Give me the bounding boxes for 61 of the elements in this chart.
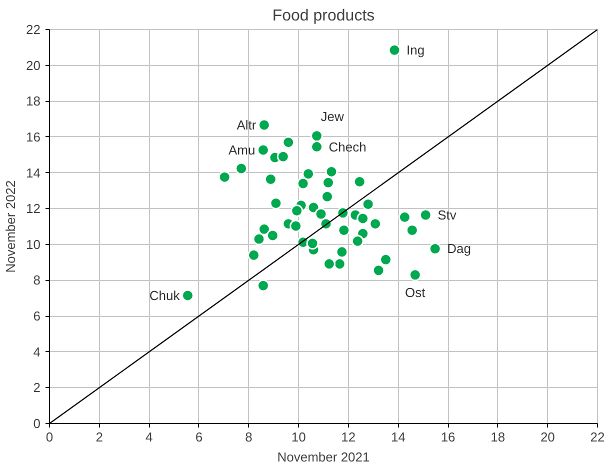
x-tick-label: 12 [341,430,356,444]
point [419,208,432,222]
point [314,208,328,220]
point [290,220,302,232]
point [290,204,304,217]
annotation: Chuk [149,288,180,303]
point [369,218,382,230]
x-tick-label: 22 [590,430,605,444]
y-axis-title: November 2022 [3,180,18,273]
annotation: Jew [320,108,345,124]
x-tick-label: 18 [490,430,506,444]
annotation: Chech [328,139,366,154]
y-tick-label: 14 [26,165,41,180]
y-tick-label: 8 [33,272,41,288]
y-tick-label: 16 [26,129,41,144]
x-tick-label: 10 [291,430,306,444]
point [266,229,279,242]
y-tick-label: 18 [26,94,41,109]
x-tick-label: 8 [245,430,252,444]
point [388,44,401,56]
point [372,264,385,277]
y-tick-label: 20 [26,58,41,73]
x-tick-label: 14 [390,430,406,444]
point [282,136,295,149]
point [336,246,348,258]
point [398,210,411,224]
point [302,168,315,180]
point [252,232,266,246]
point [408,268,422,282]
chart-title: Food products [272,8,375,24]
annotation: Ost [405,284,426,300]
annotation: Altr [236,117,257,132]
y-tick-label: 4 [33,344,41,360]
x-tick-label: 2 [96,430,103,444]
point [276,150,290,163]
point [218,170,231,184]
x-tick-label: 0 [46,430,54,444]
annotation: Amu [228,142,256,158]
point [307,201,320,214]
annotation: Stv [438,208,457,223]
point [351,234,364,248]
point [235,162,248,175]
x-tick-label: 20 [540,430,555,444]
x-axis-title: November 2021 [277,450,370,464]
point [296,177,310,190]
point [306,237,319,250]
point [256,279,270,292]
y-tick-label: 10 [26,236,41,252]
annotation: Ing [406,42,425,58]
y-tick-label: 12 [26,201,41,216]
y-tick-label: 2 [33,380,41,396]
y-tick-label: 22 [26,22,41,37]
point [406,224,418,236]
point [338,224,350,236]
point [356,212,370,225]
x-tick-label: 6 [195,430,203,444]
x-tick-label: 4 [146,430,153,444]
annotation: Dag [447,241,471,256]
x-tick-label: 16 [440,430,456,444]
y-tick-label: 0 [33,416,41,431]
y-tick-label: 6 [33,308,41,324]
